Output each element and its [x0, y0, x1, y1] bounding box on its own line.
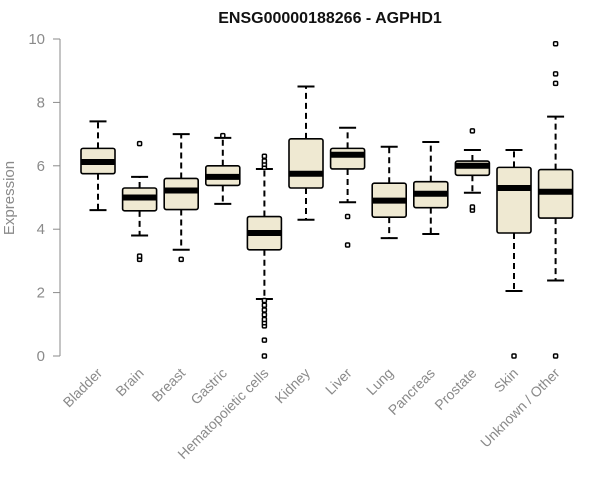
outlier-point: [344, 242, 351, 248]
outlier-point: [261, 153, 268, 160]
box: [329, 147, 366, 170]
box-group: [246, 153, 283, 359]
box-group: [80, 120, 116, 212]
outlier-point: [261, 316, 268, 323]
outlier-point: [261, 302, 268, 309]
y-tick-label: 4: [37, 221, 45, 238]
box: [288, 138, 324, 189]
outlier-point: [136, 140, 143, 147]
x-tick-label: Prostate: [431, 365, 479, 413]
outlier-point: [220, 132, 226, 139]
outlier-point: [469, 128, 476, 134]
outlier-point: [511, 353, 517, 359]
outlier-point: [136, 253, 143, 259]
outlier-point: [552, 71, 559, 77]
x-tick-label: Unknown / Other: [477, 365, 563, 451]
chart-title: ENSG00000188266 - AGPHD1: [218, 10, 442, 27]
y-axis: 0 2 4 6 8 10: [28, 31, 61, 365]
outlier-point: [178, 256, 184, 263]
x-tick-label: Breast: [148, 365, 188, 405]
y-tick-label: 8: [37, 94, 45, 111]
x-tick-label: Bladder: [60, 365, 106, 411]
box-group: [496, 148, 532, 359]
outlier-point: [552, 41, 559, 47]
outlier-point: [552, 353, 559, 359]
y-tick-label: 0: [37, 348, 45, 365]
outlier-point: [261, 307, 268, 313]
box-series: [80, 41, 574, 359]
box-group: [288, 85, 324, 221]
y-axis-label: Expression: [1, 161, 18, 235]
x-tick-label: Kidney: [272, 365, 314, 407]
outlier-point: [344, 213, 351, 220]
box-group: [454, 128, 491, 213]
x-tick-label: Skin: [491, 365, 522, 396]
box-group: [205, 132, 241, 205]
outlier-point: [552, 80, 559, 87]
outlier-point: [469, 204, 476, 210]
box-group: [163, 133, 199, 263]
x-tick-label: Liver: [322, 365, 355, 398]
y-tick-label: 10: [28, 31, 45, 48]
x-tick-label: Lung: [363, 365, 396, 398]
box: [496, 166, 532, 234]
outlier-point: [261, 312, 268, 318]
box-group: [329, 126, 366, 248]
outlier-point: [261, 158, 268, 164]
box: [163, 177, 199, 211]
outlier-point: [261, 337, 268, 343]
x-tick-label: Brain: [112, 365, 146, 399]
y-tick-label: 6: [37, 158, 45, 175]
outlier-point: [261, 297, 268, 304]
box-group: [537, 41, 574, 359]
outlier-point: [261, 353, 268, 359]
box-group: [371, 145, 408, 240]
box-group: [121, 140, 158, 263]
box-group: [412, 141, 449, 235]
y-tick-label: 2: [37, 285, 45, 302]
